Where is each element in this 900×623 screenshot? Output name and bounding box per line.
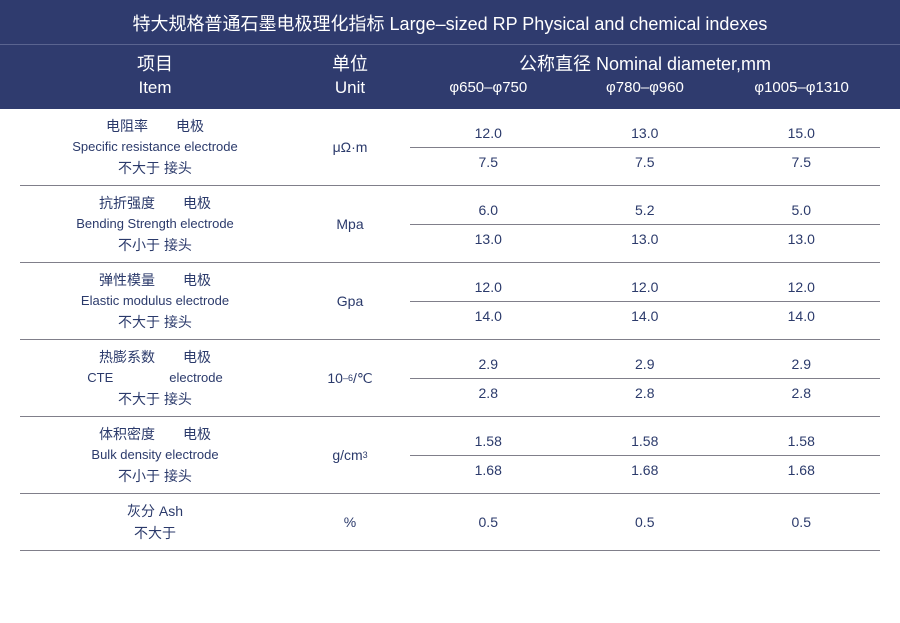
- cell: 13.0: [723, 224, 880, 253]
- cell: 13.0: [567, 224, 724, 253]
- row-cn2-left: 不小于: [118, 468, 160, 484]
- cell: 2.8: [567, 378, 724, 407]
- row-cn-right: 电极: [183, 349, 211, 365]
- table-row: 抗折强度 电极 Bending Strength electrode 不小于 接头…: [20, 186, 880, 263]
- row-en: Specific resistance electrode: [20, 137, 290, 157]
- row-en-right: electrode: [169, 370, 222, 385]
- cell: 12.0: [567, 273, 724, 301]
- cell: 0.5: [723, 508, 880, 536]
- cell: 1.68: [410, 455, 567, 484]
- cell: 12.0: [410, 119, 567, 147]
- cell: 14.0: [723, 301, 880, 330]
- header-unit-cn: 单位: [290, 51, 410, 77]
- row-cn2-left: 不大于: [118, 160, 160, 176]
- cell: 2.9: [410, 350, 567, 378]
- row-cn2-left: 不小于: [118, 237, 160, 253]
- cell: 1.58: [567, 427, 724, 455]
- row-unit: %: [290, 494, 410, 550]
- table-row: 体积密度 电极 Bulk density electrode 不小于 接头 g/c…: [20, 417, 880, 494]
- diam-col-0: φ650–φ750: [410, 79, 567, 96]
- table-row: 热膨系数电极 CTEelectrode 不大于 接头 10–6/℃ 2.92.9…: [20, 340, 880, 417]
- header-unit-en: Unit: [290, 77, 410, 99]
- row-cn-right: 电极: [183, 195, 211, 211]
- row-cn2-right: 接头: [164, 468, 192, 484]
- row-unit: μΩ·m: [290, 109, 410, 185]
- row-cn-left: 弹性模量: [99, 272, 155, 288]
- cell: 12.0: [723, 273, 880, 301]
- table-row: 电阻率电极 Specific resistance electrode 不大于 …: [20, 109, 880, 186]
- row-unit: Gpa: [290, 263, 410, 339]
- row-cn-left: 电阻率: [106, 118, 148, 134]
- cell: 7.5: [723, 147, 880, 176]
- cell: 1.58: [410, 427, 567, 455]
- cell: 7.5: [567, 147, 724, 176]
- row-ash-cn2: 不大于: [20, 522, 290, 544]
- row-cn-left: 体积密度: [99, 426, 155, 442]
- title-bar: 特大规格普通石墨电极理化指标 Large–sized RP Physical a…: [0, 0, 900, 44]
- cell: 0.5: [410, 508, 567, 536]
- cell: 0.5: [567, 508, 724, 536]
- cell: 14.0: [410, 301, 567, 330]
- row-unit: g/cm3: [290, 417, 410, 493]
- row-cn2-right: 接头: [164, 391, 192, 407]
- cell: 7.5: [410, 147, 567, 176]
- row-cn2-right: 接头: [164, 160, 192, 176]
- row-en: Bending Strength electrode: [20, 214, 290, 234]
- diam-col-1: φ780–φ960: [567, 79, 724, 96]
- row-cn-right: 电极: [183, 426, 211, 442]
- header-item-en: Item: [20, 77, 290, 99]
- header-row: 项目 Item 单位 Unit 公称直径 Nominal diameter,mm…: [0, 44, 900, 109]
- row-cn2-right: 接头: [164, 314, 192, 330]
- table-body: 电阻率电极 Specific resistance electrode 不大于 …: [0, 109, 900, 561]
- row-cn-left: 热膨系数: [99, 349, 155, 365]
- cell: 15.0: [723, 119, 880, 147]
- table-row: 灰分 Ash 不大于 % 0.50.50.5: [20, 494, 880, 551]
- cell: 5.0: [723, 196, 880, 224]
- row-cn2-left: 不大于: [118, 391, 160, 407]
- row-en: Bulk density electrode: [20, 445, 290, 465]
- row-cn2-left: 不大于: [118, 314, 160, 330]
- row-cn2-right: 接头: [164, 237, 192, 253]
- row-ash-cn: 灰分 Ash: [20, 500, 290, 522]
- cell: 13.0: [410, 224, 567, 253]
- header-diameter: 公称直径 Nominal diameter,mm: [410, 51, 880, 77]
- row-en-left: CTE: [87, 370, 113, 385]
- cell: 6.0: [410, 196, 567, 224]
- cell: 2.8: [723, 378, 880, 407]
- table-container: 特大规格普通石墨电极理化指标 Large–sized RP Physical a…: [0, 0, 900, 561]
- cell: 2.8: [410, 378, 567, 407]
- row-cn-left: 抗折强度: [99, 195, 155, 211]
- cell: 13.0: [567, 119, 724, 147]
- diam-col-2: φ1005–φ1310: [723, 79, 880, 96]
- cell: 12.0: [410, 273, 567, 301]
- header-item-cn: 项目: [20, 51, 290, 77]
- cell: 2.9: [567, 350, 724, 378]
- row-en: Elastic modulus electrode: [20, 291, 290, 311]
- cell: 14.0: [567, 301, 724, 330]
- row-unit: 10–6/℃: [290, 340, 410, 416]
- cell: 2.9: [723, 350, 880, 378]
- cell: 1.68: [567, 455, 724, 484]
- cell: 1.68: [723, 455, 880, 484]
- cell: 5.2: [567, 196, 724, 224]
- row-cn-right: 电极: [176, 118, 204, 134]
- row-cn-right: 电极: [183, 272, 211, 288]
- cell: 1.58: [723, 427, 880, 455]
- row-unit: Mpa: [290, 186, 410, 262]
- table-row: 弹性模量电极 Elastic modulus electrode 不大于 接头 …: [20, 263, 880, 340]
